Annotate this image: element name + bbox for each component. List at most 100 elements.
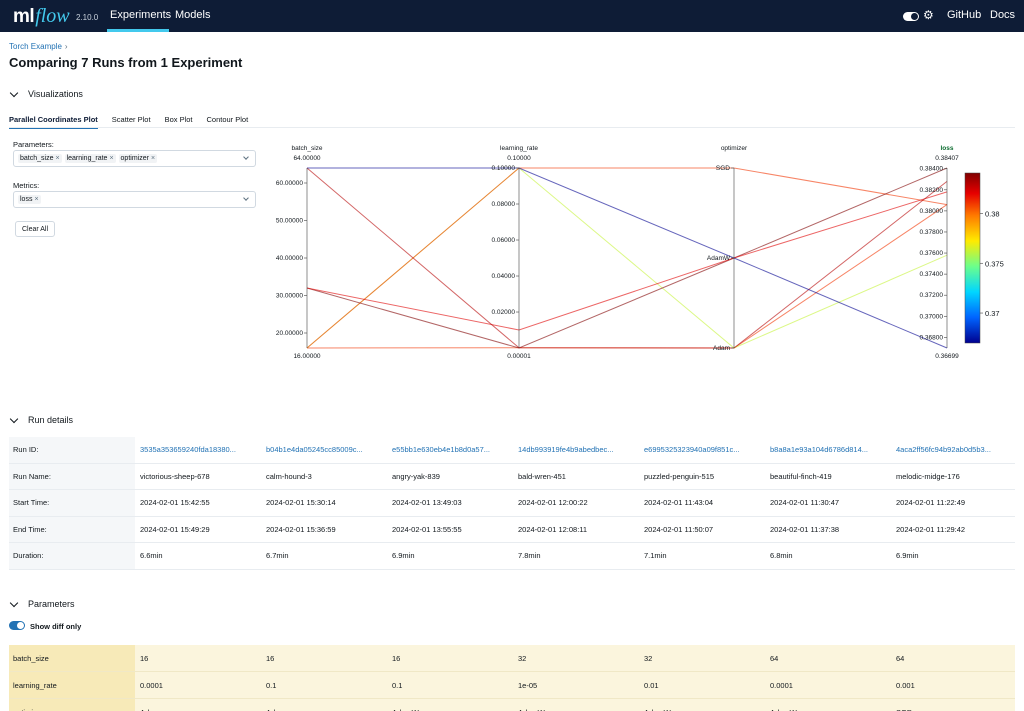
- axis-title: optimizer: [721, 145, 748, 152]
- table-cell: 0.0001: [140, 680, 163, 690]
- close-icon[interactable]: ×: [34, 196, 39, 203]
- close-icon[interactable]: ×: [150, 155, 156, 162]
- version-label: 2.10.0: [76, 13, 99, 22]
- chip-loss: loss ×: [18, 195, 41, 204]
- chip-optimizer: optimizer ×: [118, 154, 158, 163]
- run-line: [307, 167, 948, 349]
- table-cell: puzzled-penguin-515: [644, 471, 715, 481]
- close-icon[interactable]: ×: [55, 155, 60, 162]
- visualization-tabs: Parallel Coordinates Plot Scatter Plot B…: [9, 115, 248, 129]
- run-details-section-header[interactable]: Run details: [9, 414, 74, 425]
- nav-models[interactable]: Models: [175, 9, 211, 21]
- table-cell: 6.6min: [140, 551, 163, 561]
- run-details-title: Run details: [28, 415, 74, 425]
- table-cell: melodic-midge-176: [896, 471, 960, 481]
- nav-github[interactable]: GitHub: [947, 9, 982, 21]
- colorbar-tick-label: 0.38: [985, 210, 1000, 219]
- table-cell: 2024-02-01 11:43:04: [644, 498, 714, 508]
- tick-label: 0.06000: [492, 237, 516, 244]
- axis-title: batch_size: [291, 145, 322, 152]
- run-id-link[interactable]: 3535a353659240fda18380...: [140, 445, 236, 455]
- run-id-link[interactable]: e6995325323940a09f851c...: [644, 445, 740, 455]
- table-cell: calm-hound-3: [266, 471, 312, 481]
- visualizations-title: Visualizations: [28, 89, 83, 99]
- table-cell: AdamW: [392, 699, 419, 711]
- run-line: [306, 204, 948, 349]
- table-cell: bald-wren-451: [518, 471, 566, 481]
- table-cell: 2024-02-01 15:30:14: [266, 498, 336, 508]
- parameters-section-header[interactable]: Parameters: [9, 598, 75, 609]
- param-label: optimizer: [9, 699, 135, 711]
- axis-max-label: 64.00000: [293, 155, 320, 162]
- parameters-title: Parameters: [28, 599, 75, 609]
- breadcrumb-separator: ›: [64, 42, 68, 51]
- axis-min-label: 0.36699: [935, 353, 959, 360]
- top-nav: ml flow 2.10.0 Experiments Models ⚙ GitH…: [0, 0, 1024, 32]
- table-cell: 2024-02-01 13:49:03: [392, 498, 462, 508]
- run-id-link[interactable]: b04b1e4da05245cc85009c...: [266, 445, 363, 455]
- axis-max-label: 0.10000: [507, 155, 531, 162]
- table-cell: 2024-02-01 15:49:29: [140, 524, 210, 534]
- run-id-link[interactable]: e55bb1e630eb4e1b8d0a57...: [392, 445, 491, 455]
- table-row: End Time: 2024-02-01 15:49:29 2024-02-01 1…: [9, 516, 1015, 543]
- show-diff-toggle[interactable]: [9, 621, 25, 630]
- mlflow-logo[interactable]: ml flow: [13, 5, 70, 27]
- table-cell: 32: [518, 653, 527, 663]
- run-id-link[interactable]: 14db993919fe4b9abedbec...: [518, 445, 614, 455]
- table-row: Start Time: 2024-02-01 15:42:55 2024-02-01…: [9, 490, 1015, 517]
- run-line: [306, 167, 948, 349]
- run-id-link[interactable]: 4aca2ff56fc94b92ab0d5b3...: [896, 445, 991, 455]
- tab-parallel-coordinates[interactable]: Parallel Coordinates Plot: [9, 115, 98, 129]
- table-cell: 2024-02-01 13:55:55: [392, 524, 462, 534]
- axis-min-label: 16.00000: [293, 353, 320, 360]
- run-id-link[interactable]: b8a8a1e93a104d6786d814...: [770, 445, 869, 455]
- gear-icon[interactable]: ⚙: [923, 8, 934, 22]
- close-icon[interactable]: ×: [109, 155, 114, 162]
- metrics-select[interactable]: loss ×: [13, 191, 256, 208]
- logo-ml-text: ml: [13, 6, 35, 27]
- table-cell: AdamW: [518, 699, 545, 711]
- parallel-coordinates-plot[interactable]: batch_size 64.00000 16.00000 60.00000 50.000…: [268, 140, 1008, 375]
- dark-mode-toggle[interactable]: [903, 12, 919, 21]
- table-cell: 2024-02-01 11:22:49: [896, 498, 966, 508]
- tick-label: 0.38400: [920, 166, 944, 173]
- tab-scatter-plot[interactable]: Scatter Plot: [111, 115, 151, 124]
- tick-label: 0.04000: [492, 273, 516, 280]
- tick-label: 40.00000: [276, 255, 303, 262]
- tick-label: SGD: [716, 165, 730, 172]
- chip-label: optimizer: [120, 155, 149, 162]
- chevron-down-icon: [9, 598, 19, 607]
- tick-label: 20.00000: [276, 330, 303, 337]
- table-cell: 6.9min: [392, 551, 415, 561]
- axis-max-label: 0.38407: [935, 155, 959, 162]
- chevron-down-icon[interactable]: [243, 154, 249, 160]
- table-cell: AdamW: [770, 699, 797, 711]
- run-line: [306, 191, 948, 331]
- nav-active-indicator: [107, 29, 169, 32]
- tab-box-plot[interactable]: Box Plot: [164, 115, 193, 124]
- row-label: Start Time:: [9, 490, 135, 516]
- tab-contour-plot[interactable]: Contour Plot: [206, 115, 249, 124]
- logo-flow-text: flow: [35, 5, 70, 27]
- chevron-down-icon[interactable]: [243, 195, 249, 201]
- breadcrumb-experiment-link[interactable]: Torch Example: [9, 42, 62, 51]
- table-row: learning_rate 0.0001 0.1 0.1 1e-05 0.01 0.0001…: [9, 672, 1015, 699]
- nav-experiments[interactable]: Experiments: [110, 9, 172, 21]
- table-cell: SGD: [896, 699, 912, 711]
- tick-label: 0.37800: [920, 229, 944, 236]
- table-cell: 7.8min: [518, 551, 541, 561]
- visualizations-section-header[interactable]: Visualizations: [9, 88, 83, 99]
- nav-docs[interactable]: Docs: [990, 9, 1016, 21]
- clear-all-button[interactable]: Clear All: [15, 221, 55, 237]
- table-cell: 0.1: [392, 680, 403, 690]
- table-cell: 64: [896, 653, 905, 663]
- table-row: Run Name: victorious-sheep-678 calm-hound-…: [9, 463, 1015, 490]
- colorbar-tick-label: 0.375: [985, 259, 1004, 268]
- tick-label: AdamW: [707, 255, 731, 262]
- table-cell: 6.9min: [896, 551, 919, 561]
- parameters-select[interactable]: batch_size × learning_rate × optimizer ×: [13, 150, 256, 167]
- colorbar-tick-label: 0.37: [985, 309, 1000, 318]
- table-row: optimizer Adam Adam AdamW AdamW AdamW AdamW SGD: [9, 699, 1015, 711]
- tabs-divider: [9, 127, 1015, 128]
- tick-label: 0.10000: [492, 165, 516, 172]
